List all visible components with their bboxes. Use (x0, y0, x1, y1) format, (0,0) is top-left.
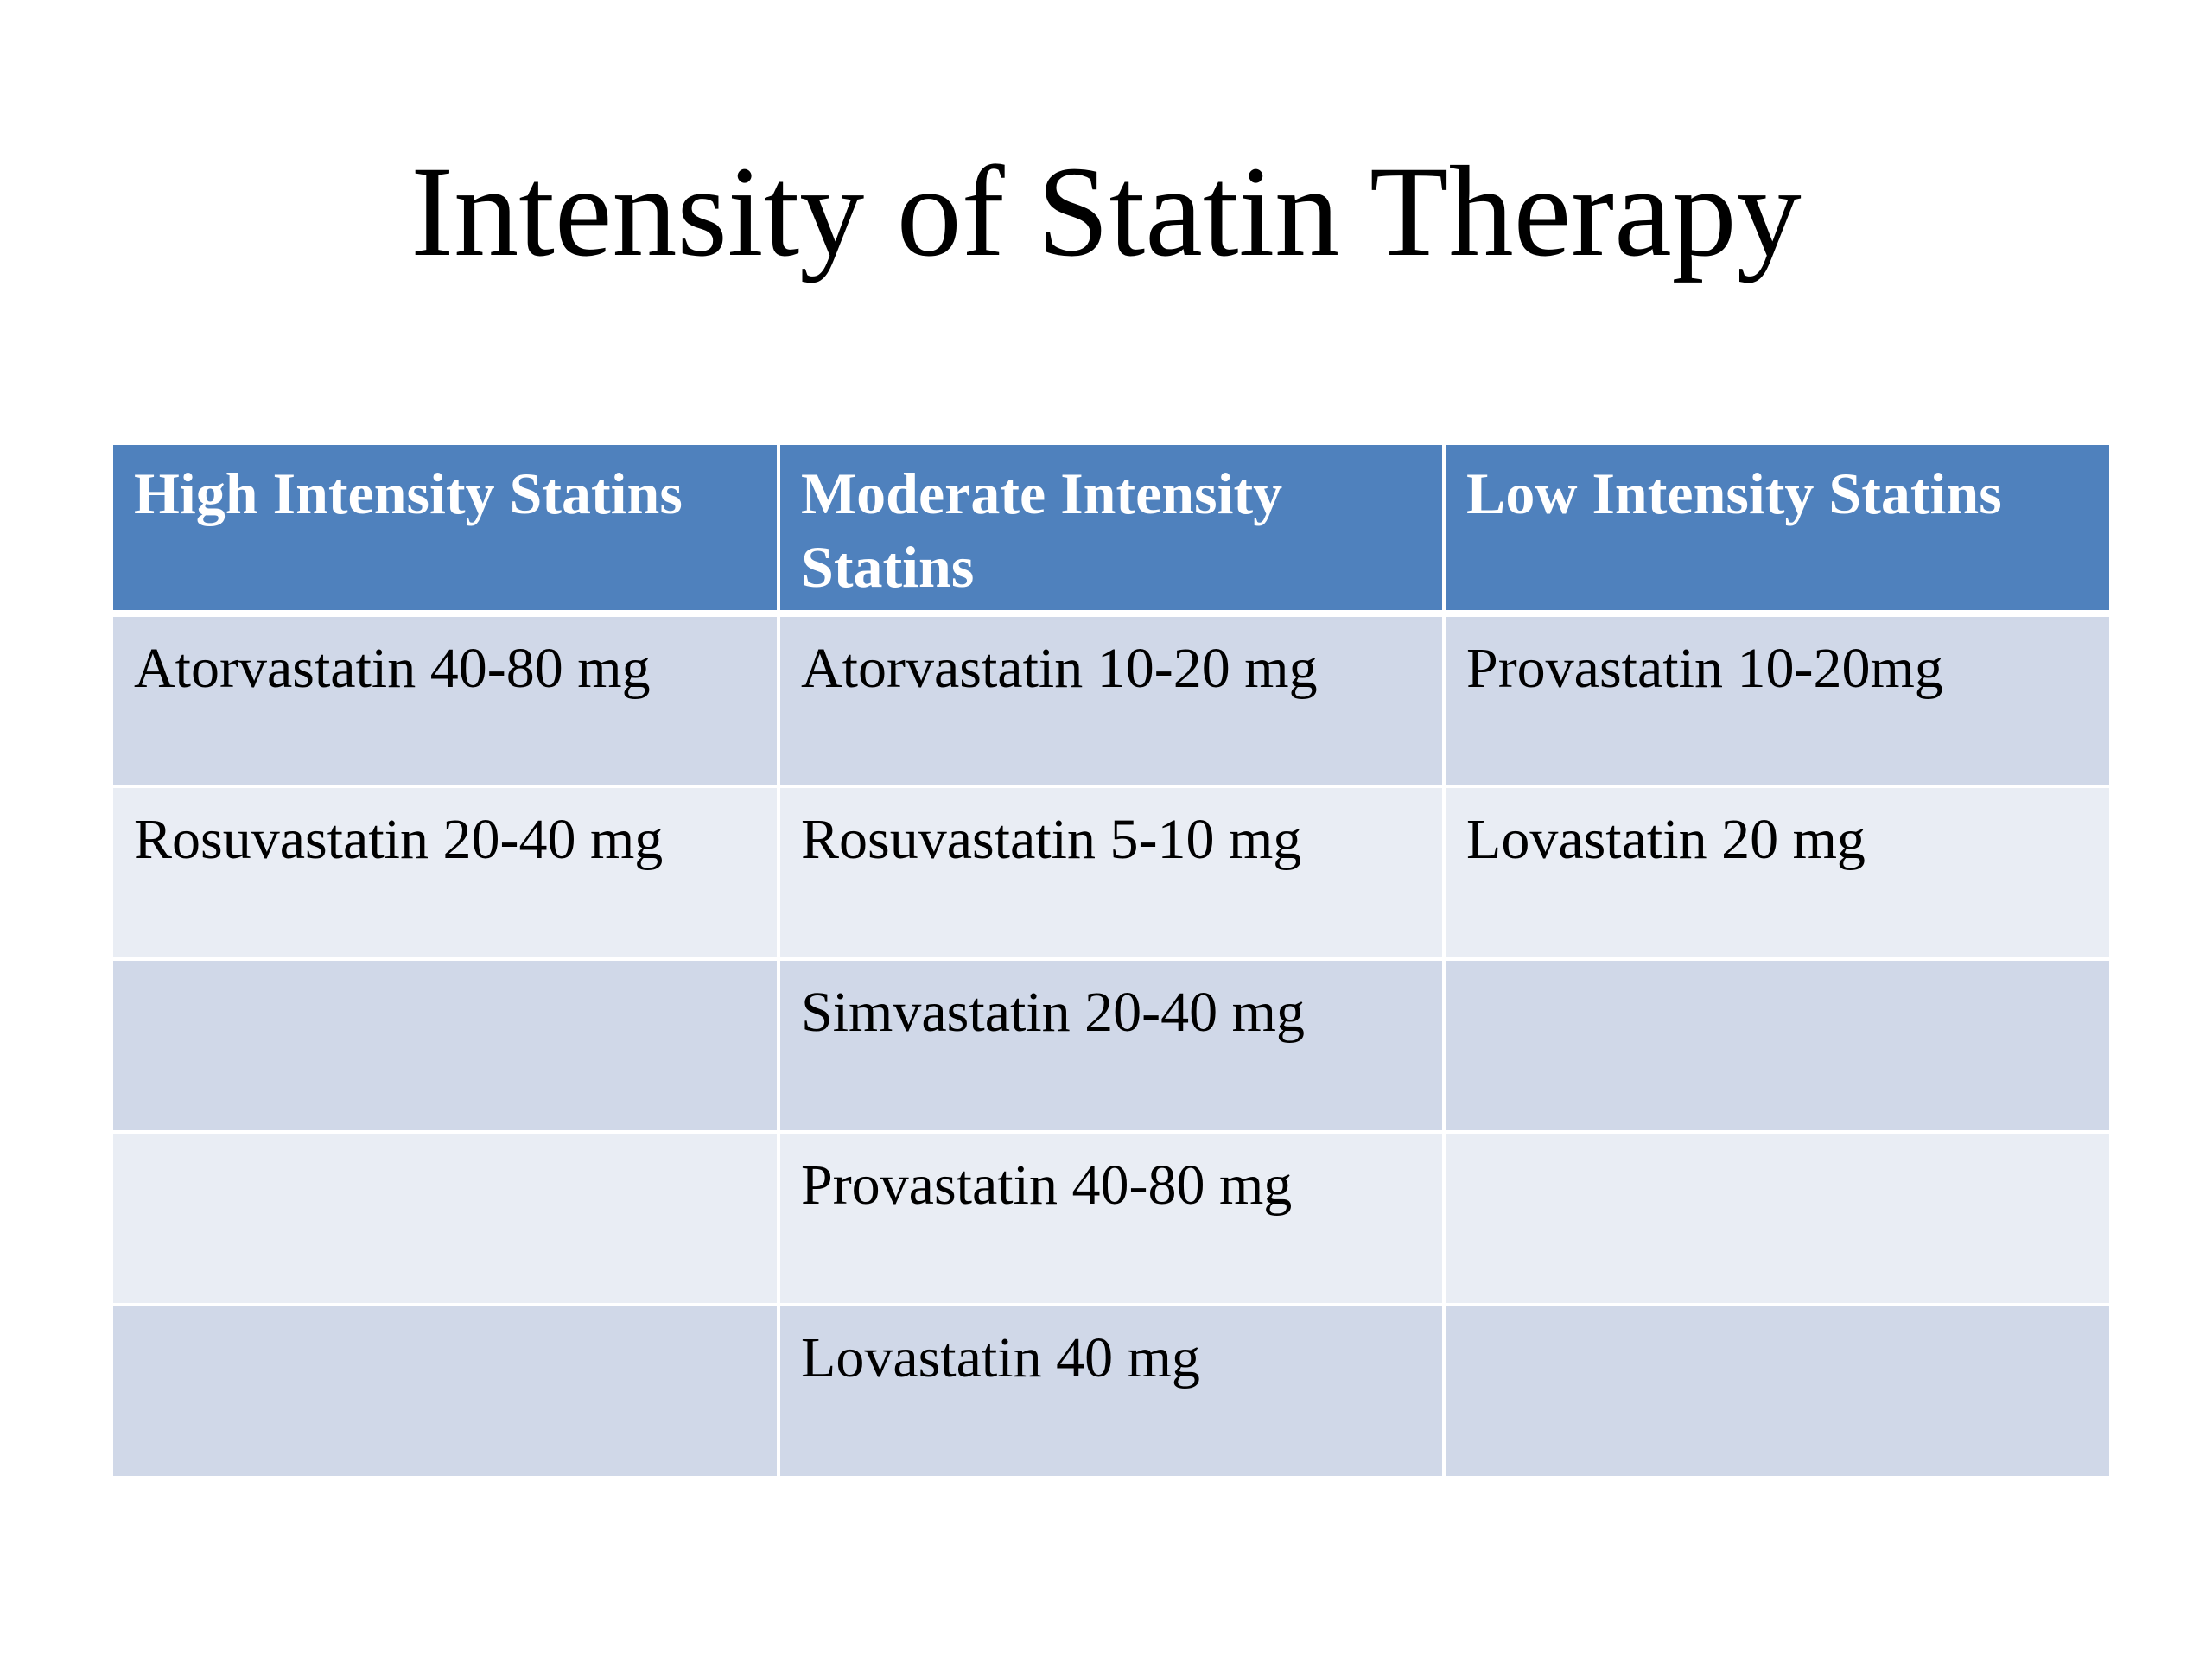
table-cell: Provastatin 10-20mg (1444, 613, 2109, 788)
table-cell: Atorvastatin 10-20 mg (779, 613, 1446, 788)
table-header-row: High Intensity Statins Moderate Intensit… (113, 445, 2109, 617)
table-row: Atorvastatin 40-80 mg Atorvastatin 10-20… (113, 613, 2109, 788)
table-cell (113, 959, 780, 1134)
table-cell (1444, 959, 2109, 1134)
slide-title: Intensity of Statin Therapy (410, 140, 1802, 283)
table-cell (113, 1132, 780, 1306)
header-high-intensity: High Intensity Statins (113, 445, 780, 617)
table-cell (113, 1305, 780, 1479)
statin-intensity-table: High Intensity Statins Moderate Intensit… (113, 445, 2109, 1479)
table-cell: Rosuvastatin 5-10 mg (779, 786, 1446, 961)
table-row: Provastatin 40-80 mg (113, 1132, 2109, 1306)
table-cell: Lovastatin 20 mg (1444, 786, 2109, 961)
table-cell: Lovastatin 40 mg (779, 1305, 1446, 1479)
table-row: Simvastatin 20-40 mg (113, 959, 2109, 1134)
table-cell: Atorvastatin 40-80 mg (113, 613, 780, 788)
header-low-intensity: Low Intensity Statins (1444, 445, 2109, 617)
table-row: Lovastatin 40 mg (113, 1305, 2109, 1479)
table-row: Rosuvastatin 20-40 mg Rosuvastatin 5-10 … (113, 786, 2109, 961)
header-moderate-intensity: Moderate Intensity Statins (779, 445, 1446, 617)
table-cell: Provastatin 40-80 mg (779, 1132, 1446, 1306)
table-cell (1444, 1305, 2109, 1479)
table-cell (1444, 1132, 2109, 1306)
table-cell: Rosuvastatin 20-40 mg (113, 786, 780, 961)
table-cell: Simvastatin 20-40 mg (779, 959, 1446, 1134)
